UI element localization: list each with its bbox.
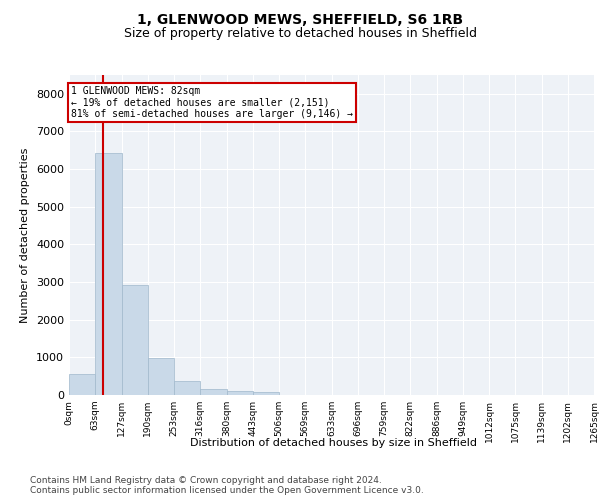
Bar xyxy=(148,358,174,395)
Bar xyxy=(253,392,279,395)
Bar xyxy=(227,391,253,395)
Bar xyxy=(122,285,148,395)
Text: Contains HM Land Registry data © Crown copyright and database right 2024.
Contai: Contains HM Land Registry data © Crown c… xyxy=(30,476,424,495)
Text: Size of property relative to detached houses in Sheffield: Size of property relative to detached ho… xyxy=(124,28,476,40)
Y-axis label: Number of detached properties: Number of detached properties xyxy=(20,148,31,322)
Bar xyxy=(174,382,200,395)
Bar xyxy=(95,154,122,395)
Text: 1, GLENWOOD MEWS, SHEFFIELD, S6 1RB: 1, GLENWOOD MEWS, SHEFFIELD, S6 1RB xyxy=(137,12,463,26)
Bar xyxy=(200,388,227,395)
Bar xyxy=(69,374,95,395)
Text: Distribution of detached houses by size in Sheffield: Distribution of detached houses by size … xyxy=(190,438,476,448)
Text: 1 GLENWOOD MEWS: 82sqm
← 19% of detached houses are smaller (2,151)
81% of semi-: 1 GLENWOOD MEWS: 82sqm ← 19% of detached… xyxy=(71,86,353,120)
